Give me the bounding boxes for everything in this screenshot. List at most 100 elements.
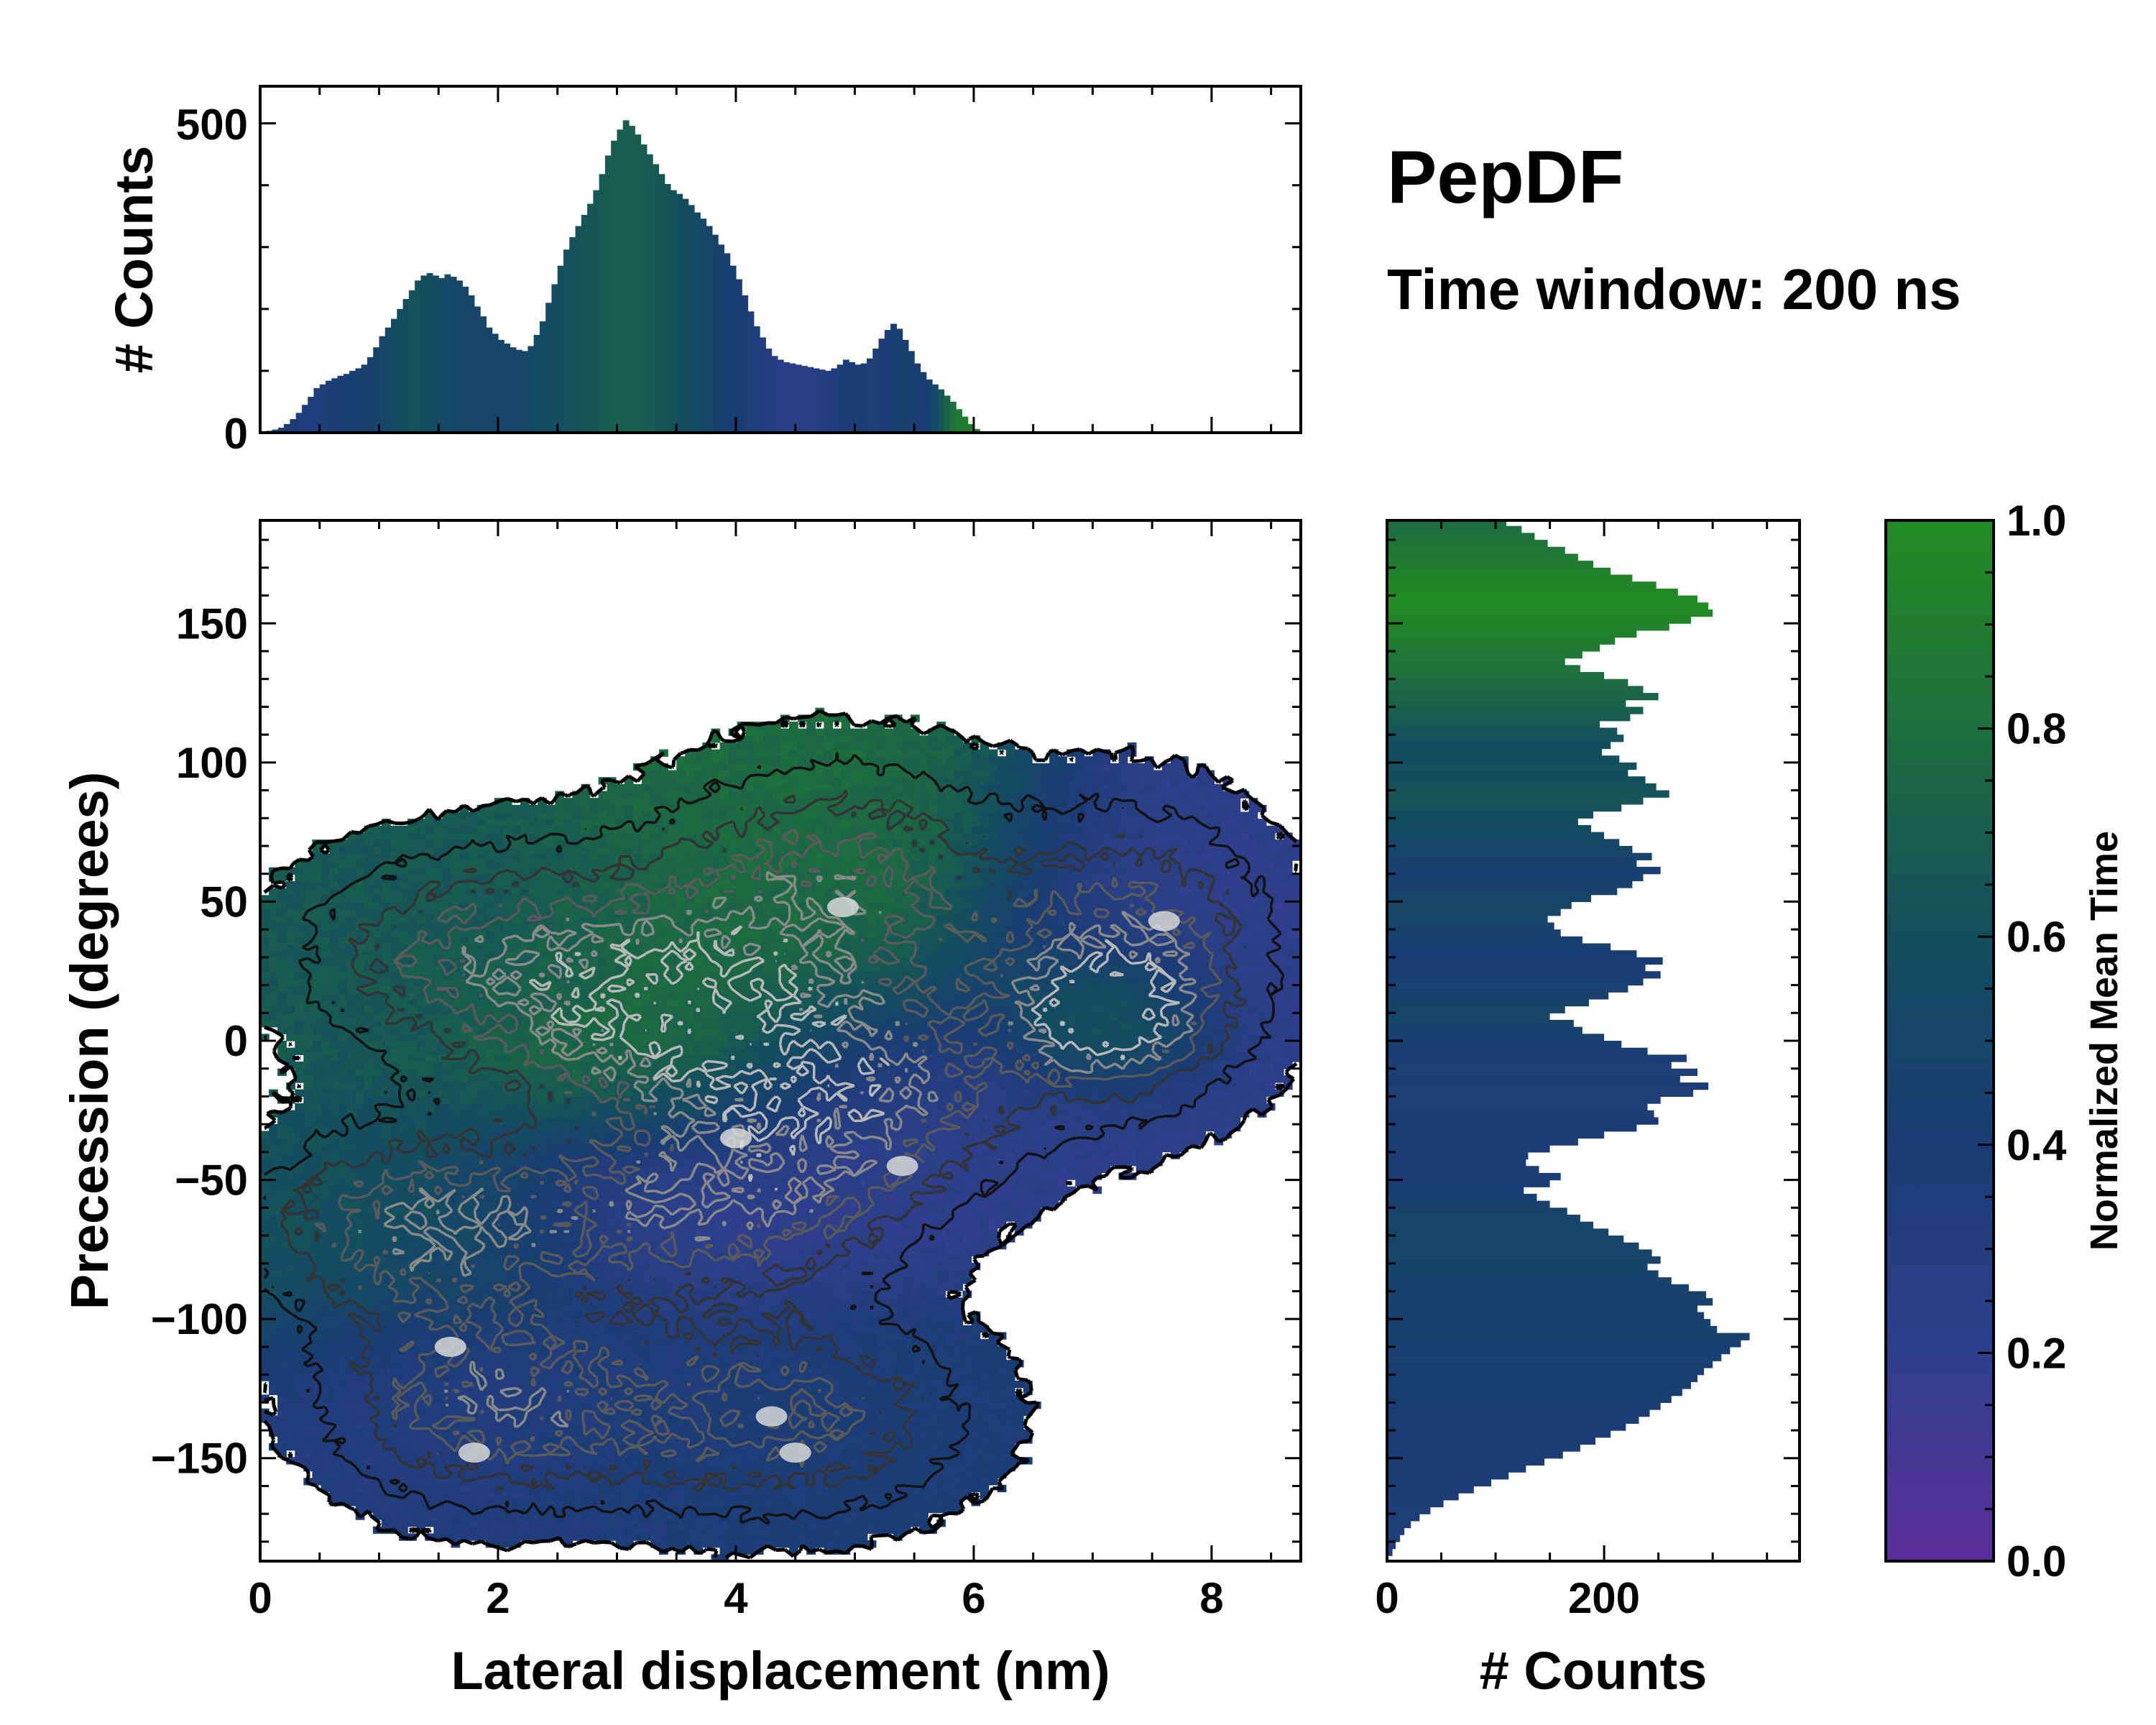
- heatmap-cell: [745, 1207, 755, 1215]
- heatmap-cell: [962, 1332, 972, 1340]
- heatmap-cell: [1023, 1186, 1033, 1195]
- heatmap-cell: [650, 1512, 660, 1520]
- heatmap-cell: [312, 1144, 322, 1153]
- heatmap-cell: [867, 1499, 877, 1506]
- heatmap-cell: [754, 1159, 764, 1167]
- heatmap-cell: [303, 1220, 313, 1229]
- heatmap-cell: [719, 1394, 729, 1402]
- heatmap-cell: [641, 1290, 651, 1298]
- heatmap-cell: [676, 1387, 686, 1396]
- heatmap-cell: [702, 1512, 712, 1520]
- heatmap-cell: [980, 1172, 990, 1180]
- heatmap-cell: [381, 1394, 391, 1402]
- heatmap-cell: [702, 1450, 712, 1458]
- heatmap-cell: [719, 1228, 729, 1236]
- heatmap-cell: [754, 1172, 764, 1180]
- heatmap-cell: [893, 1269, 903, 1277]
- heatmap-cell: [442, 1186, 452, 1195]
- heatmap-cell: [312, 1241, 322, 1250]
- heatmap-cell: [901, 1360, 911, 1368]
- heatmap-cell: [971, 1408, 981, 1416]
- heatmap-cell: [615, 1443, 625, 1451]
- top-histogram-bar: [700, 218, 707, 433]
- heatmap-cell: [277, 1318, 287, 1326]
- heatmap-cell: [607, 1165, 617, 1174]
- heatmap-cell: [312, 1332, 322, 1340]
- heatmap-cell: [598, 1193, 608, 1201]
- heatmap-cell: [728, 1408, 738, 1416]
- heatmap-cell: [893, 1248, 903, 1256]
- heatmap-cell: [737, 1381, 747, 1389]
- heatmap-cell: [598, 1262, 608, 1271]
- heatmap-cell: [555, 1256, 565, 1264]
- top-histogram-bar: [676, 193, 683, 433]
- heatmap-cell: [346, 1387, 356, 1396]
- heatmap-cell: [875, 1325, 885, 1333]
- heatmap-cell: [624, 1332, 634, 1340]
- heatmap-cell: [598, 1269, 608, 1277]
- heatmap-cell: [789, 1269, 798, 1277]
- top-histogram-bar: [295, 413, 303, 433]
- heatmap-cell: [754, 1478, 764, 1486]
- heatmap-cell: [1014, 1165, 1024, 1174]
- heatmap-cell: [745, 1200, 755, 1208]
- heatmap-cell: [1049, 1193, 1059, 1201]
- heatmap-cell: [928, 1381, 937, 1389]
- heatmap-cell: [858, 1172, 868, 1180]
- heatmap-cell: [555, 1297, 565, 1305]
- heatmap-cell: [650, 1429, 660, 1437]
- heatmap-cell: [451, 1283, 461, 1292]
- heatmap-cell: [945, 1214, 955, 1222]
- heatmap-cell: [754, 1429, 764, 1437]
- heatmap-cell: [338, 1332, 348, 1340]
- heatmap-cell: [849, 1241, 860, 1250]
- heatmap-cell: [806, 1450, 816, 1458]
- heatmap-cell: [312, 1186, 322, 1195]
- heatmap-cell: [485, 1436, 495, 1444]
- heatmap-cell: [719, 1297, 729, 1305]
- heatmap-cell: [988, 1207, 998, 1215]
- heatmap-cell: [719, 1346, 729, 1354]
- heatmap-cell: [858, 1151, 868, 1159]
- heatmap-cell: [511, 1172, 521, 1180]
- heatmap-cell: [1005, 1159, 1015, 1167]
- heatmap-cell: [824, 1346, 834, 1354]
- heatmap-cell: [694, 1512, 704, 1520]
- heatmap-cell: [971, 1366, 981, 1375]
- heatmap-cell: [381, 1276, 391, 1284]
- heatmap-cell: [295, 1151, 305, 1159]
- heatmap-cell: [632, 1533, 642, 1541]
- heatmap-cell: [355, 1450, 365, 1458]
- heatmap-cell: [442, 1165, 452, 1174]
- heatmap-cell: [694, 1505, 704, 1514]
- heatmap-cell: [511, 1290, 521, 1298]
- heatmap-cell: [581, 1491, 591, 1499]
- heatmap-cell: [641, 1304, 651, 1312]
- heatmap-cell: [754, 1179, 764, 1187]
- top-histogram-frame: [259, 85, 1302, 434]
- heatmap-cell: [754, 1297, 764, 1305]
- heatmap-cell: [399, 1381, 408, 1389]
- heatmap-cell: [659, 1200, 668, 1208]
- heatmap-cell: [971, 1228, 981, 1236]
- heatmap-cell: [338, 1387, 348, 1396]
- heatmap-cell: [954, 1297, 964, 1305]
- heatmap-cell: [555, 1248, 565, 1256]
- heatmap-cell: [650, 1443, 660, 1451]
- heatmap-cell: [329, 1463, 339, 1472]
- heatmap-cell: [919, 1235, 929, 1243]
- heatmap-cell: [988, 1151, 998, 1159]
- heatmap-cell: [936, 1276, 946, 1284]
- heatmap-cell: [355, 1151, 365, 1159]
- heatmap-cell: [702, 1366, 712, 1375]
- heatmap-cell: [321, 1241, 331, 1250]
- heatmap-cell: [858, 1235, 868, 1243]
- heatmap-cell: [502, 1533, 512, 1541]
- heatmap-cell: [295, 1228, 305, 1236]
- heatmap-cell: [694, 1478, 704, 1486]
- heatmap-cell: [737, 1533, 747, 1541]
- heatmap-cell: [416, 1499, 425, 1506]
- heatmap-cell: [650, 1401, 660, 1409]
- heatmap-cell: [945, 1325, 955, 1333]
- heatmap-cell: [364, 1283, 374, 1292]
